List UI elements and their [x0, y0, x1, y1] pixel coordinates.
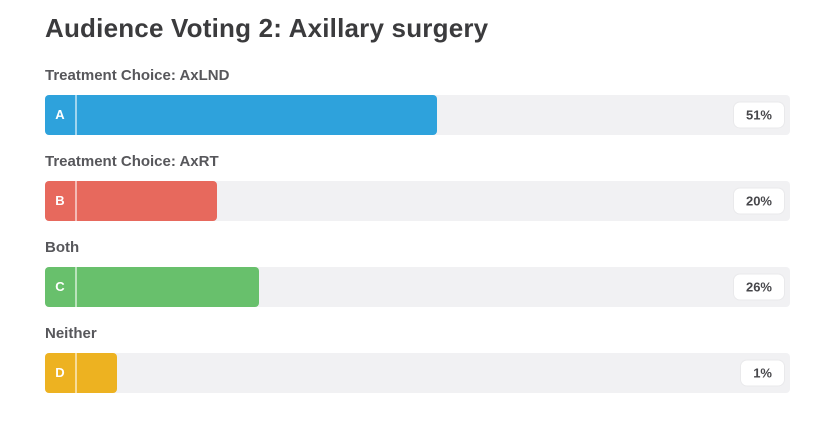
option-label: Treatment Choice: AxRT [45, 152, 219, 170]
option-letter-badge: C [45, 266, 77, 307]
page-title: Audience Voting 2: Axillary surgery [45, 13, 489, 43]
percentage-badge: 1% [741, 360, 784, 386]
bar-fill: B [45, 180, 217, 221]
vote-option-c: Both C 26% [45, 238, 790, 307]
option-label: Both [45, 238, 80, 256]
percentage-badge: 26% [733, 274, 784, 300]
bar-track: D 1% [45, 352, 790, 393]
percentage-badge: 20% [733, 188, 784, 214]
bar-fill: A [45, 94, 437, 135]
bar-fill: D [45, 352, 118, 393]
bar-fill: C [45, 266, 260, 307]
option-label: Neither [45, 324, 97, 342]
option-letter-badge: A [45, 94, 77, 135]
vote-option-a: Treatment Choice: AxLND A 51% [45, 66, 790, 135]
vote-option-b: Treatment Choice: AxRT B 20% [45, 152, 790, 221]
bar-track: C 26% [45, 266, 790, 307]
option-letter-badge: D [45, 352, 77, 393]
bar-track: B 20% [45, 180, 790, 221]
option-letter-badge: B [45, 180, 77, 221]
option-label: Treatment Choice: AxLND [45, 66, 230, 84]
vote-option-d: Neither D 1% [45, 324, 790, 393]
percentage-badge: 51% [733, 102, 784, 128]
bar-track: A 51% [45, 94, 790, 135]
